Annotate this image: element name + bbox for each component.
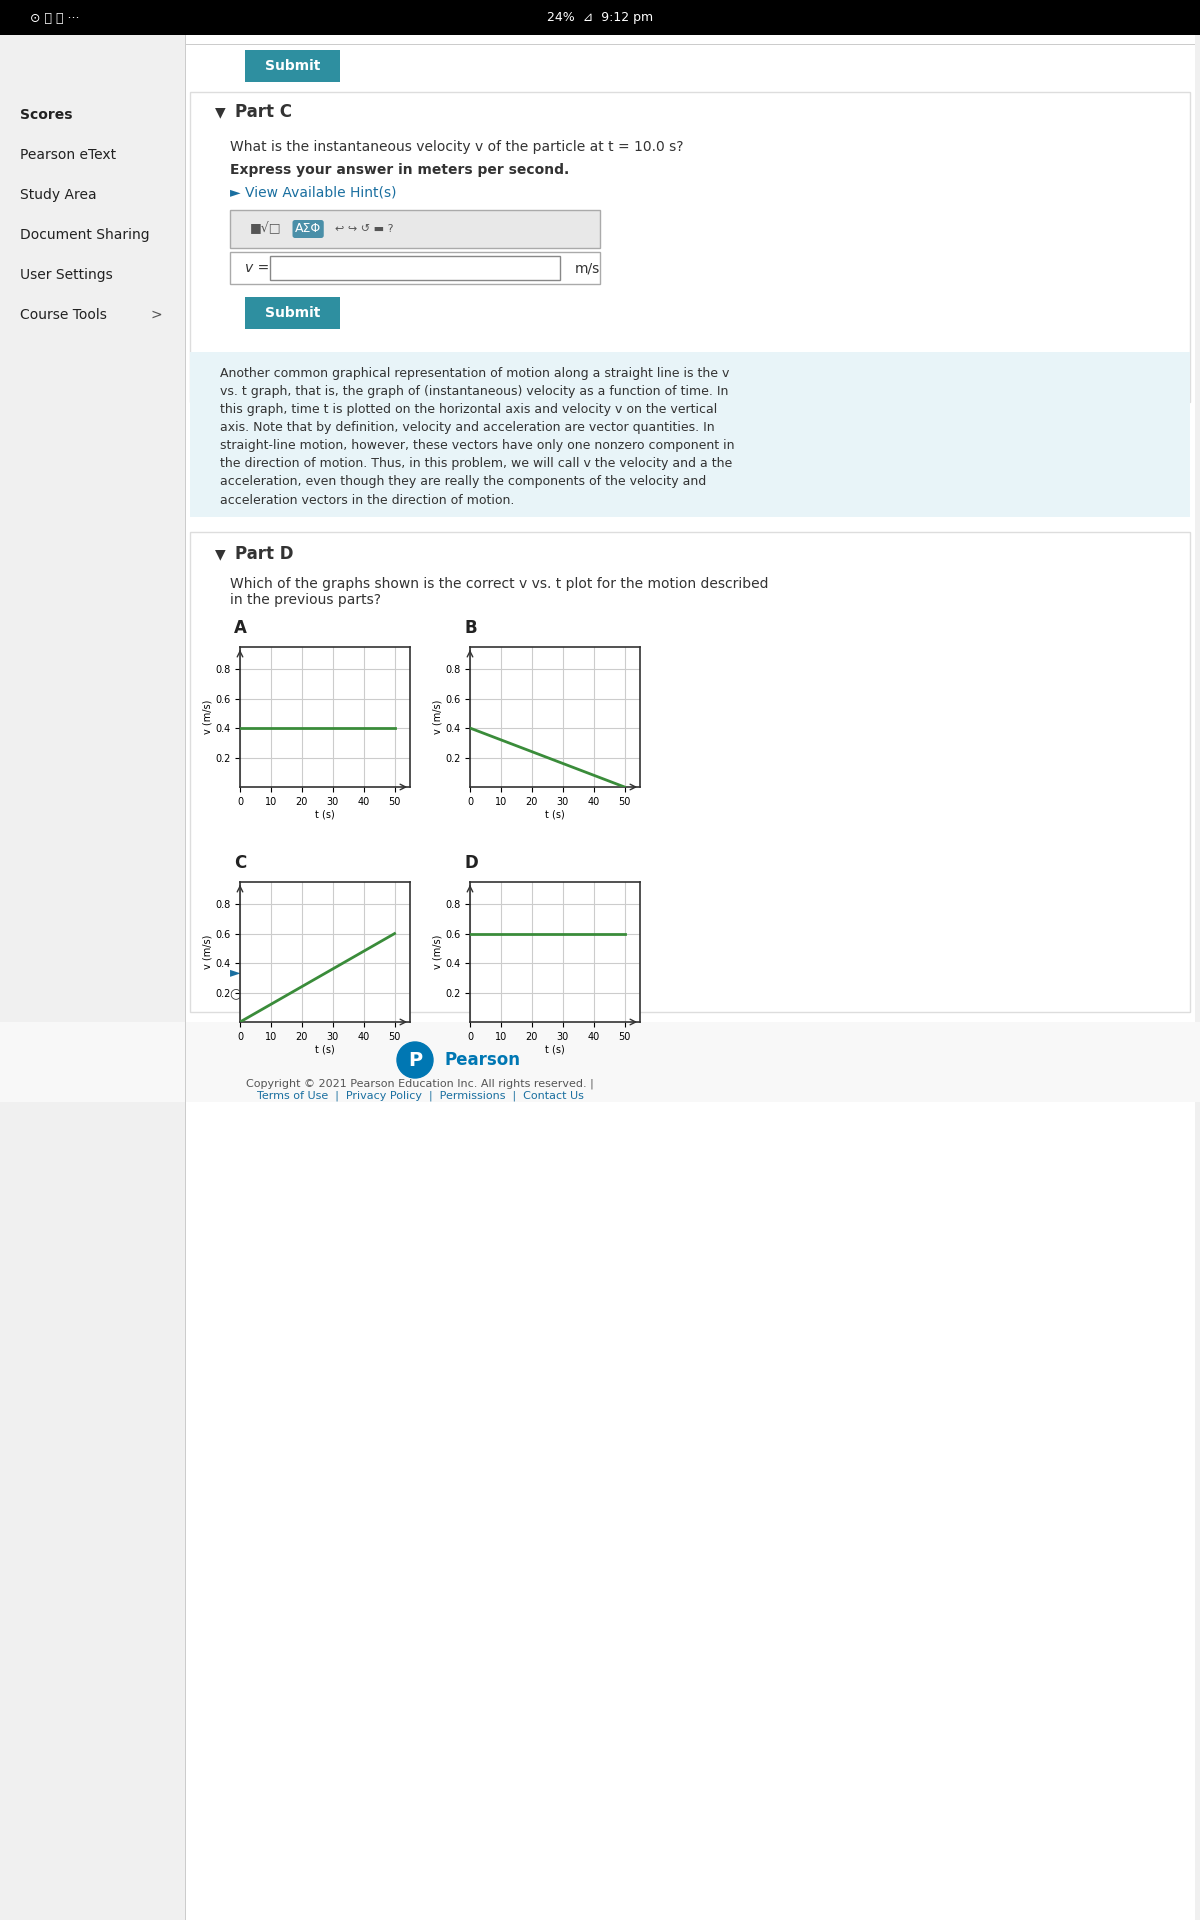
Y-axis label: v (m/s): v (m/s) xyxy=(202,935,212,970)
Text: B: B xyxy=(464,620,476,637)
X-axis label: t (s): t (s) xyxy=(316,810,335,820)
Text: axis. Note that by definition, velocity and acceleration are vector quantities. : axis. Note that by definition, velocity … xyxy=(220,422,715,434)
Text: vs. t graph, that is, the graph of (instantaneous) velocity as a function of tim: vs. t graph, that is, the graph of (inst… xyxy=(220,386,728,399)
Text: ▼: ▼ xyxy=(215,547,226,561)
Text: Submit: Submit xyxy=(265,60,320,73)
Bar xyxy=(245,50,340,83)
Text: Submit: Submit xyxy=(265,305,320,321)
Text: ΑΣΦ: ΑΣΦ xyxy=(295,223,322,236)
Text: Terms of Use  |  Privacy Policy  |  Permissions  |  Contact Us: Terms of Use | Privacy Policy | Permissi… xyxy=(257,1091,583,1102)
Text: Document Sharing: Document Sharing xyxy=(20,228,150,242)
Text: Course Tools: Course Tools xyxy=(20,307,107,323)
Circle shape xyxy=(397,1043,433,1077)
Y-axis label: v (m/s): v (m/s) xyxy=(202,699,212,733)
X-axis label: t (s): t (s) xyxy=(545,810,565,820)
Bar xyxy=(190,532,1190,1012)
Text: Scores: Scores xyxy=(20,108,72,123)
Text: C: C xyxy=(234,854,246,872)
Bar xyxy=(245,298,340,328)
Text: Part D: Part D xyxy=(235,545,294,563)
Bar xyxy=(0,0,1200,35)
Bar xyxy=(190,351,1190,516)
Text: ▼: ▼ xyxy=(215,106,226,119)
Text: Express your answer in meters per second.: Express your answer in meters per second… xyxy=(230,163,569,177)
X-axis label: t (s): t (s) xyxy=(545,1044,565,1054)
Text: Part C: Part C xyxy=(235,104,292,121)
Text: Study Area: Study Area xyxy=(20,188,97,202)
Bar xyxy=(0,35,185,1920)
Text: acceleration vectors in the direction of motion.: acceleration vectors in the direction of… xyxy=(220,493,515,507)
Text: in the previous parts?: in the previous parts? xyxy=(230,593,382,607)
Y-axis label: v (m/s): v (m/s) xyxy=(432,699,442,733)
Text: D: D xyxy=(464,854,478,872)
Text: ○  Graph A: ○ Graph A xyxy=(230,987,307,1000)
Text: P: P xyxy=(408,1050,422,1069)
Text: straight-line motion, however, these vectors have only one nonzero component in: straight-line motion, however, these vec… xyxy=(220,440,734,453)
Text: ► View Available Hint(s): ► View Available Hint(s) xyxy=(230,966,396,979)
Text: User Settings: User Settings xyxy=(20,269,113,282)
Text: A: A xyxy=(234,620,247,637)
Y-axis label: v (m/s): v (m/s) xyxy=(432,935,442,970)
Text: Pearson: Pearson xyxy=(445,1050,521,1069)
Text: ■√□: ■√□ xyxy=(250,223,282,236)
Bar xyxy=(230,252,600,284)
Text: this graph, time t is plotted on the horizontal axis and velocity v on the verti: this graph, time t is plotted on the hor… xyxy=(220,403,718,417)
Text: the direction of motion. Thus, in this problem, we will call v the velocity and : the direction of motion. Thus, in this p… xyxy=(220,457,732,470)
Text: ⊙ 📷 🔔 ···: ⊙ 📷 🔔 ··· xyxy=(30,12,79,25)
Text: ► View Available Hint(s): ► View Available Hint(s) xyxy=(230,184,396,200)
Bar xyxy=(0,1021,1200,1102)
Bar xyxy=(270,255,560,280)
X-axis label: t (s): t (s) xyxy=(316,1044,335,1054)
Text: Copyright © 2021 Pearson Education Inc. All rights reserved. |: Copyright © 2021 Pearson Education Inc. … xyxy=(246,1079,594,1089)
Text: v =: v = xyxy=(245,261,269,275)
Text: ↩ ↪ ↺ ▬ ?: ↩ ↪ ↺ ▬ ? xyxy=(335,225,394,234)
Text: m/s: m/s xyxy=(575,261,600,275)
Bar xyxy=(230,209,600,248)
Text: Another common graphical representation of motion along a straight line is the v: Another common graphical representation … xyxy=(220,367,730,380)
Text: Which of the graphs shown is the correct v vs. t plot for the motion described: Which of the graphs shown is the correct… xyxy=(230,578,768,591)
Text: 24%  ⊿  9:12 pm: 24% ⊿ 9:12 pm xyxy=(547,12,653,25)
Text: acceleration, even though they are really the components of the velocity and: acceleration, even though they are reall… xyxy=(220,476,707,488)
Text: Pearson eText: Pearson eText xyxy=(20,148,116,161)
Text: >: > xyxy=(150,307,162,323)
Bar xyxy=(185,35,1195,1920)
Text: What is the instantaneous velocity v of the particle at t = 10.0 s?: What is the instantaneous velocity v of … xyxy=(230,140,684,154)
Bar xyxy=(190,92,1190,401)
